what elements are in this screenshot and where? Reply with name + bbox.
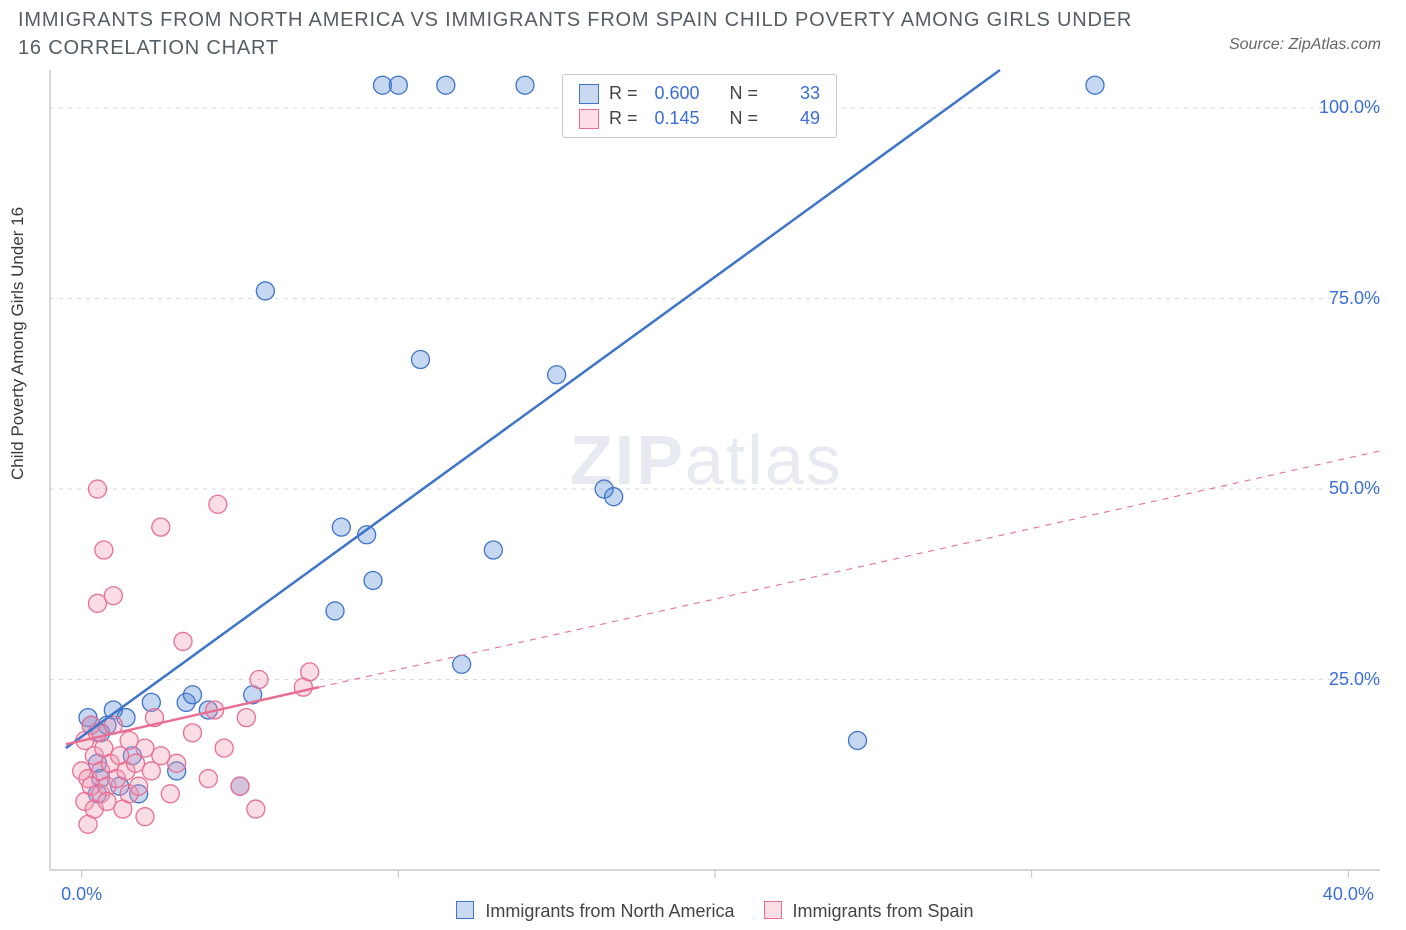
y-tick-label: 75.0% <box>1300 288 1380 309</box>
legend-swatch-es <box>764 901 782 919</box>
correlation-stat-box: R = 0.600 N = 33 R = 0.145 N = 49 <box>562 74 837 138</box>
data-point-na <box>184 686 202 704</box>
source-name: ZipAtlas.com <box>1289 36 1381 53</box>
data-point-es <box>250 671 268 689</box>
legend-swatch-na <box>456 901 474 919</box>
data-point-na <box>849 731 867 749</box>
data-point-na <box>516 76 534 94</box>
data-point-na <box>364 571 382 589</box>
data-point-es <box>209 495 227 513</box>
legend-label-es: Immigrants from Spain <box>793 901 974 921</box>
data-point-na <box>412 351 430 369</box>
data-point-na <box>389 76 407 94</box>
stat-swatch-na <box>579 84 599 104</box>
data-point-es <box>161 785 179 803</box>
data-point-es <box>199 770 217 788</box>
trend-ext-es <box>319 451 1380 687</box>
stat-r-value-es: 0.145 <box>648 108 700 129</box>
chart-root: IMMIGRANTS FROM NORTH AMERICA VS IMMIGRA… <box>0 0 1406 930</box>
data-point-na <box>437 76 455 94</box>
data-point-es <box>215 739 233 757</box>
y-axis-label: Child Poverty Among Girls Under 16 <box>8 207 28 480</box>
data-point-na <box>484 541 502 559</box>
y-tick-label: 50.0% <box>1300 478 1380 499</box>
stat-r-label: R = <box>609 108 638 129</box>
stat-n-value-na: 33 <box>768 83 820 104</box>
data-point-es <box>184 724 202 742</box>
data-point-na <box>256 282 274 300</box>
data-point-es <box>174 632 192 650</box>
stat-n-label: N = <box>730 83 759 104</box>
data-point-na <box>326 602 344 620</box>
y-tick-label: 25.0% <box>1300 669 1380 690</box>
stat-n-value-es: 49 <box>768 108 820 129</box>
data-point-na <box>548 366 566 384</box>
data-point-es <box>152 518 170 536</box>
stat-r-label: R = <box>609 83 638 104</box>
data-point-na <box>605 488 623 506</box>
stat-n-label: N = <box>730 108 759 129</box>
data-point-es <box>95 541 113 559</box>
trend-line-na <box>66 70 1000 748</box>
data-point-es <box>247 800 265 818</box>
data-point-es <box>130 777 148 795</box>
stat-swatch-es <box>579 109 599 129</box>
data-point-na <box>332 518 350 536</box>
bottom-legend: Immigrants from North America Immigrants… <box>0 901 1406 922</box>
data-point-na <box>1086 76 1104 94</box>
source-attribution: Source: ZipAtlas.com <box>1229 36 1381 54</box>
data-point-es <box>301 663 319 681</box>
data-point-na <box>453 655 471 673</box>
legend-label-na: Immigrants from North America <box>485 901 734 921</box>
data-point-es <box>168 754 186 772</box>
stat-row-es: R = 0.145 N = 49 <box>579 106 820 131</box>
data-point-es <box>237 709 255 727</box>
stat-r-value-na: 0.600 <box>648 83 700 104</box>
chart-title: IMMIGRANTS FROM NORTH AMERICA VS IMMIGRA… <box>18 6 1138 62</box>
y-tick-label: 100.0% <box>1300 97 1380 118</box>
data-point-es <box>89 480 107 498</box>
stat-row-na: R = 0.600 N = 33 <box>579 81 820 106</box>
data-point-es <box>231 777 249 795</box>
data-point-es <box>136 808 154 826</box>
data-point-es <box>104 587 122 605</box>
source-prefix: Source: <box>1229 36 1289 53</box>
